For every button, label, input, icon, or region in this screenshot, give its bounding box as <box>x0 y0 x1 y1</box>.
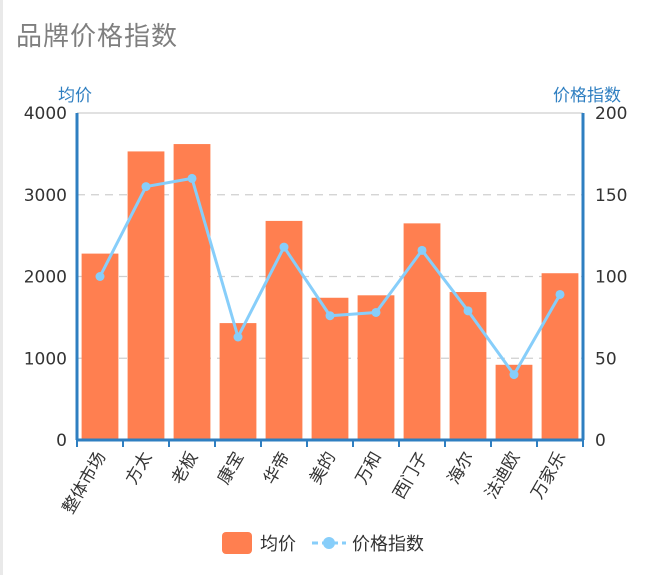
line-point <box>509 370 519 380</box>
category-label: 西门子 <box>390 449 433 503</box>
category-label: 整体市场 <box>59 449 110 518</box>
right-tick-label: 100 <box>595 268 627 288</box>
category-label: 万和 <box>352 449 386 488</box>
bar <box>173 144 211 440</box>
chart-title: 品牌价格指数 <box>16 22 179 52</box>
bar <box>81 253 119 440</box>
line-point <box>233 332 243 342</box>
legend-line-point <box>323 537 335 549</box>
bar <box>311 297 349 440</box>
legend-line-label: 价格指数 <box>352 534 424 555</box>
axes <box>75 113 585 447</box>
line-point <box>417 245 427 255</box>
category-label: 康宝 <box>214 449 248 488</box>
line-point <box>325 311 335 321</box>
right-tick-label: 200 <box>595 104 627 124</box>
left-tick-label: 0 <box>56 431 67 451</box>
bar <box>219 323 257 440</box>
bar-series <box>81 144 579 441</box>
left-axis-name: 均价 <box>58 86 92 106</box>
category-label: 华帝 <box>260 449 294 488</box>
left-tick-label: 1000 <box>24 349 67 369</box>
bar <box>449 292 487 440</box>
bar <box>127 151 165 441</box>
line-point <box>141 182 151 192</box>
line-point <box>463 306 473 316</box>
legend-bar-label: 均价 <box>260 534 296 555</box>
right-tick-label: 50 <box>595 349 617 369</box>
left-tick-label: 4000 <box>24 104 67 124</box>
category-label: 方太 <box>122 449 156 488</box>
category-label: 万家乐 <box>528 449 571 503</box>
category-label: 法迪欧 <box>482 449 525 503</box>
line-point <box>279 242 289 252</box>
legend-bar-swatch <box>222 532 252 554</box>
category-label: 美的 <box>306 449 340 488</box>
right-tick-label: 150 <box>595 186 627 206</box>
line-point <box>187 173 197 183</box>
category-label: 老板 <box>168 449 202 488</box>
left-tick-label: 3000 <box>24 186 67 206</box>
right-tick-label: 0 <box>595 431 606 451</box>
bar <box>357 295 395 440</box>
card-edge <box>0 0 3 575</box>
line-point <box>371 307 381 317</box>
right-axis-name: 价格指数 <box>553 86 621 106</box>
bar <box>403 223 441 440</box>
category-label: 海尔 <box>444 449 478 488</box>
line-point <box>95 272 105 281</box>
bar <box>265 220 303 440</box>
legend[interactable]: 均价 价格指数 <box>222 532 424 555</box>
left-tick-label: 2000 <box>24 268 67 288</box>
line-series <box>95 173 565 380</box>
bar <box>541 273 579 440</box>
line-point <box>555 289 565 299</box>
